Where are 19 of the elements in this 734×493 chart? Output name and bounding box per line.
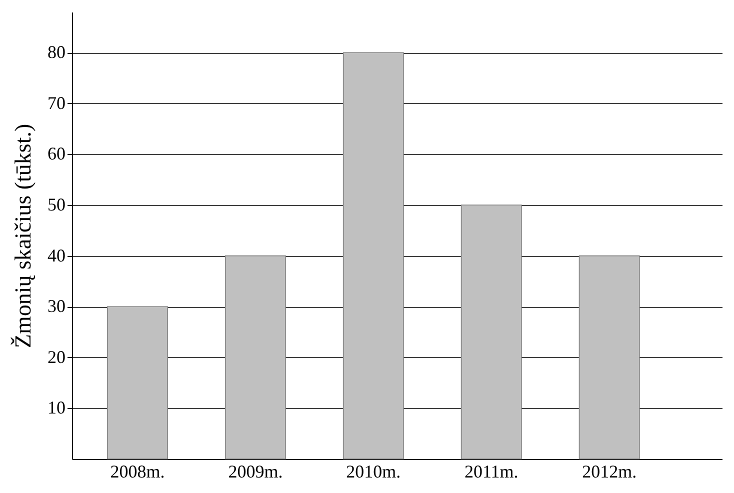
x-tick-label: 2009m. xyxy=(228,462,283,482)
x-tick-label: 2011m. xyxy=(464,462,518,482)
bar xyxy=(106,306,168,460)
bar xyxy=(224,255,286,460)
y-tick-label: 40 xyxy=(48,245,66,266)
y-tick-label: 80 xyxy=(48,42,66,62)
bar xyxy=(460,204,522,460)
y-tick-label: 50 xyxy=(48,194,66,215)
x-tick-label: 2008m. xyxy=(110,462,165,482)
y-tick-label: 60 xyxy=(48,144,66,164)
y-tick-label: 70 xyxy=(48,92,66,113)
bar xyxy=(342,52,404,460)
x-tick-label: 2012m. xyxy=(582,462,637,482)
y-tick-label: 20 xyxy=(48,346,66,367)
y-tick-label: 10 xyxy=(48,398,66,418)
x-tick-label: 2010m. xyxy=(346,462,401,482)
bar xyxy=(578,255,640,460)
y-axis-title: Žmonių skaičius (tūkst.) xyxy=(10,124,36,348)
y-tick-label: 30 xyxy=(48,296,66,316)
